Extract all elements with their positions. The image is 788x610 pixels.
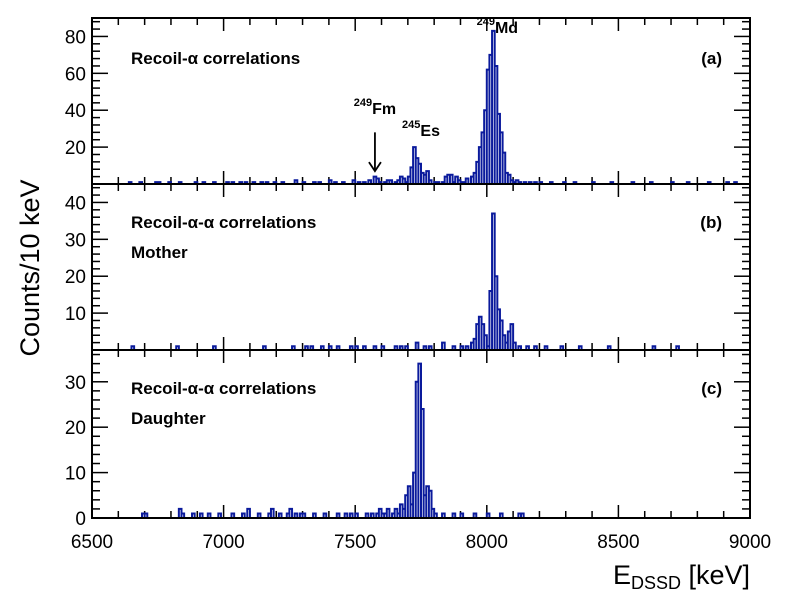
- y-axis-title: Counts/10 keV: [15, 179, 45, 356]
- panel-a-tag: (a): [701, 49, 722, 68]
- panel-b-ticks: 10 20 30 40: [65, 184, 751, 351]
- x-tick-label: 7500: [334, 532, 376, 553]
- x-tick-label: 9000: [729, 532, 771, 553]
- peak-label-mass: 245: [402, 119, 420, 131]
- x-tick-label: 6500: [71, 532, 113, 553]
- peak-label-element: Fm: [372, 101, 396, 118]
- peak-label-mass: 249: [354, 97, 372, 109]
- panel-c-y-tick-label: 20: [65, 418, 86, 439]
- panel-c: 0 10 20 30 Recoil-α-α correlations Daughter…: [65, 349, 751, 530]
- x-tick-labels: 6500 7000 7500 8000 8500 9000: [71, 532, 771, 553]
- panel-b-y-tick-label: 20: [65, 267, 86, 288]
- peak-label-es: 245Es: [402, 119, 440, 140]
- peak-label-element: Es: [420, 123, 440, 140]
- panel-a-y-tick-label: 40: [65, 101, 86, 122]
- x-axis-title-sub: DSSD: [631, 573, 681, 593]
- panel-b-subtitle: Mother: [131, 243, 188, 262]
- panel-a-y-tick-label: 60: [65, 64, 86, 85]
- fm-arrow-head: [368, 161, 382, 173]
- x-axis-title: EDSSD [keV]: [613, 560, 750, 593]
- x-axis-title-main: E: [613, 560, 631, 590]
- panel-c-frame: [91, 349, 751, 519]
- panel-b-y-tick-label: 30: [65, 230, 86, 251]
- panel-a-title: Recoil-α correlations: [131, 49, 300, 68]
- panel-b-tag: (b): [700, 213, 722, 232]
- panel-c-y-tick-label: 30: [65, 373, 86, 394]
- x-tick-label: 7000: [202, 532, 244, 553]
- panel-a-y-tick-label: 20: [65, 138, 86, 159]
- x-tick-label: 8500: [597, 532, 639, 553]
- panel-c-y-tick-label: 10: [65, 464, 86, 485]
- peak-label-md: 249Md: [477, 16, 518, 37]
- peak-label-fm: 249Fm: [354, 97, 396, 118]
- panel-a-y-tick-label: 80: [65, 27, 86, 48]
- peak-label-mass: 249: [477, 16, 495, 28]
- panel-a-ticks: 20 40 60 80: [65, 18, 751, 185]
- x-axis-title-unit: [keV]: [681, 560, 750, 590]
- panel-a-frame: [91, 17, 751, 185]
- panel-c-title: Recoil-α-α correlations: [131, 379, 316, 398]
- peak-label-element: Md: [495, 20, 518, 37]
- panel-b-histogram: [92, 212, 750, 351]
- x-tick-label: 8000: [466, 532, 508, 553]
- panel-b-frame: [91, 183, 751, 351]
- panel-c-tag: (c): [701, 379, 722, 398]
- panel-c-y-tick-label: 0: [75, 509, 86, 530]
- panel-b-y-tick-label: 10: [65, 304, 86, 325]
- panel-b-y-tick-label: 40: [65, 193, 86, 214]
- panel-b-title: Recoil-α-α correlations: [131, 213, 316, 232]
- panel-c-subtitle: Daughter: [131, 409, 206, 428]
